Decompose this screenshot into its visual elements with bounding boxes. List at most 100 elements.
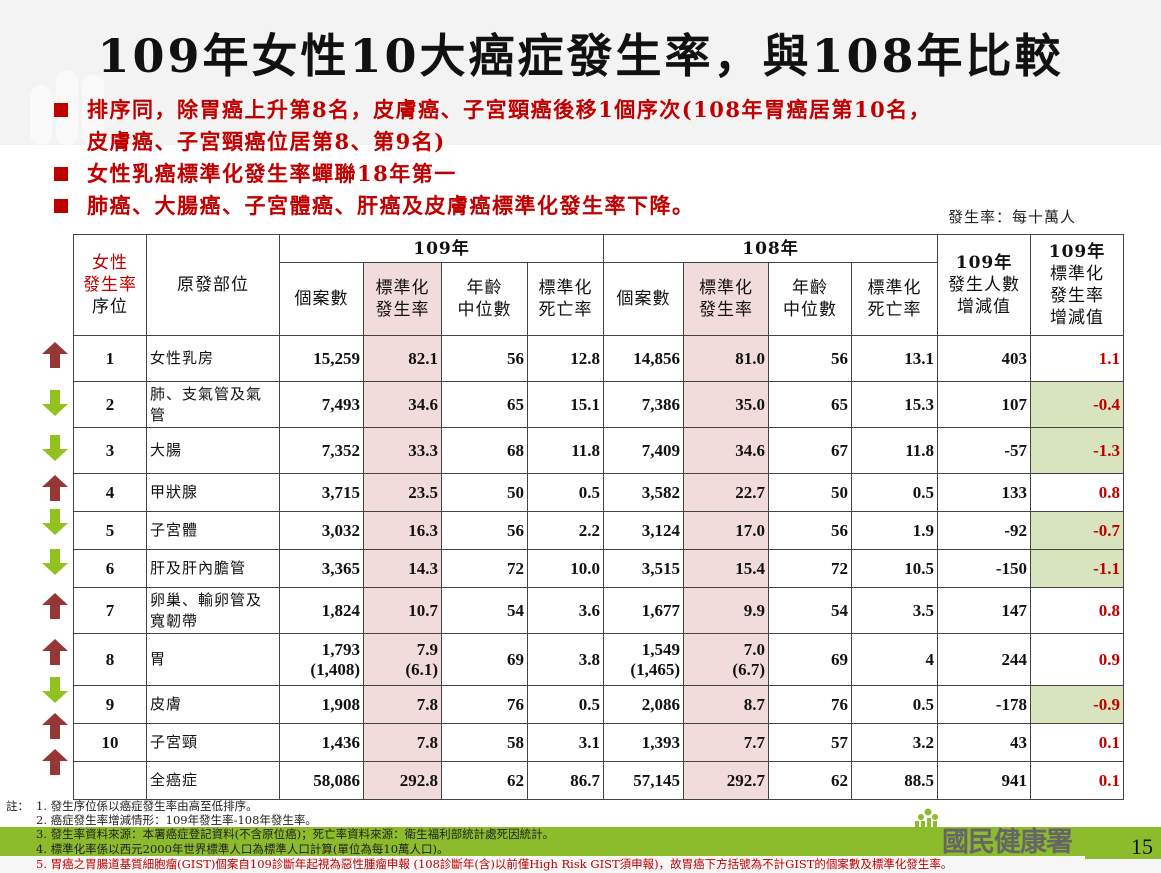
std-mortality-108-cell: 4	[851, 633, 938, 686]
cases-108-cell: 7,386	[603, 381, 684, 428]
std-mortality-108-cell: 15.3	[851, 381, 938, 428]
page-number: 15	[1131, 834, 1153, 859]
arrow-up-icon	[40, 638, 70, 666]
table-body: 1 女性乳房 15,259 82.1 56 12.8 14,856 81.0 56 13.1 403…	[73, 335, 1124, 800]
median-age-108-cell: 50	[768, 473, 852, 512]
cases-109-cell: 7,352	[279, 427, 364, 474]
table-row: 6 肝及肝內膽管 3,365 14.3 72 10.0 3,515 15.4 72 10.5 -15…	[73, 549, 1124, 588]
rank-cell: 4	[73, 473, 147, 512]
rank-cell: 5	[73, 511, 147, 550]
std-mortality-109-cell: 11.8	[527, 427, 604, 474]
bullet-text: 肺癌、大腸癌、子宮體癌、肝癌及皮膚癌標準化發生率下降。	[87, 193, 695, 218]
year-109-header: 109年	[279, 234, 604, 263]
arrow-down-icon	[40, 676, 70, 704]
std-incidence-109-cell: 23.5	[363, 473, 442, 512]
logo-text: 國民健康署	[942, 827, 1073, 858]
median-age-108-cell: 56	[768, 335, 852, 382]
std-incidence-109-cell: 7.9 (6.1)	[363, 633, 442, 686]
std-mortality-108-cell: 0.5	[851, 473, 938, 512]
table-row: 2 肺、支氣管及氣管 7,493 34.6 65 15.1 7,386 35.0 65 15.3 1…	[73, 381, 1124, 428]
cases-109-cell: 1,436	[279, 723, 364, 762]
table-row: 1 女性乳房 15,259 82.1 56 12.8 14,856 81.0 56 13.1 403…	[73, 335, 1124, 382]
median-age-109-cell: 62	[441, 761, 528, 800]
table-row: 全癌症 58,086 292.8 62 86.7 57,145 292.7 62 88.5 941…	[73, 761, 1124, 800]
cases-109-cell: 3,032	[279, 511, 364, 550]
std-incidence-108-cell: 17.0	[683, 511, 769, 550]
table-row: 5 子宮體 3,032 16.3 56 2.2 3,124 17.0 56 1.9 -92 -0.7	[73, 511, 1124, 550]
std-incidence-108-cell: 7.7	[683, 723, 769, 762]
arrow-up-icon	[40, 341, 70, 369]
case-diff-cell: 403	[937, 335, 1031, 382]
site-cell: 胃	[146, 633, 280, 686]
site-cell: 大腸	[146, 427, 280, 474]
rank-cell: 3	[73, 427, 147, 474]
std-mortality-108-cell: 11.8	[851, 427, 938, 474]
cases-108-header: 個案數	[603, 262, 684, 336]
rate-diff-cell: 1.1	[1030, 335, 1124, 382]
case-diff-cell: 147	[937, 587, 1031, 634]
arrow-down-icon	[40, 508, 70, 536]
rate-diff-cell: 0.9	[1030, 633, 1124, 686]
hpa-logo: 國民健康署	[912, 808, 1082, 858]
case-diff-cell: -178	[937, 685, 1031, 724]
rate-diff-cell: -0.9	[1030, 685, 1124, 724]
std-incidence-108-cell: 34.6	[683, 427, 769, 474]
median-age-109-cell: 76	[441, 685, 528, 724]
median-age-109-cell: 56	[441, 335, 528, 382]
median-age-109-cell: 50	[441, 473, 528, 512]
footer-green-band	[0, 827, 1161, 856]
rate-diff-cell: -1.1	[1030, 549, 1124, 588]
bullet-list: 排序同，除胃癌上升第8名，皮膚癌、子宮頸癌後移1個序次(108年胃癌居第10名，…	[52, 94, 1152, 222]
median-age-108-cell: 72	[768, 549, 852, 588]
rank-cell: 8	[73, 633, 147, 686]
cases-108-cell: 3,515	[603, 549, 684, 588]
case-diff-cell: 43	[937, 723, 1031, 762]
std-incidence-108-cell: 9.9	[683, 587, 769, 634]
cases-109-cell: 1,824	[279, 587, 364, 634]
median-age-109-cell: 58	[441, 723, 528, 762]
unit-note: 發生率：每十萬人	[948, 208, 1077, 226]
std-mortality-108-cell: 13.1	[851, 335, 938, 382]
cases-108-cell: 1,677	[603, 587, 684, 634]
median-age-108-header: 年齡 中位數	[768, 262, 852, 336]
cases-109-cell: 1,908	[279, 685, 364, 724]
table-row: 7 卵巢、輸卵管及寬韌帶 1,824 10.7 54 3.6 1,677 9.9 54 3.5 14…	[73, 587, 1124, 634]
case-diff-header: 109年 發生人數 增減值	[937, 234, 1031, 336]
std-incidence-109-cell: 34.6	[363, 381, 442, 428]
std-incidence-108-cell: 15.4	[683, 549, 769, 588]
case-diff-cell: 244	[937, 633, 1031, 686]
std-incidence-109-cell: 292.8	[363, 761, 442, 800]
case-diff-cell: 133	[937, 473, 1031, 512]
cases-108-cell: 1,549 (1,465)	[603, 633, 684, 686]
std-incidence-109-cell: 7.8	[363, 685, 442, 724]
std-mortality-109-cell: 2.2	[527, 511, 604, 550]
cases-108-cell: 2,086	[603, 685, 684, 724]
square-bullet-icon	[54, 103, 68, 117]
cases-109-cell: 3,715	[279, 473, 364, 512]
cases-109-cell: 15,259	[279, 335, 364, 382]
case-diff-cell: 107	[937, 381, 1031, 428]
bullet-item: 女性乳癌標準化發生率蟬聯18年第一	[52, 158, 1152, 190]
case-diff-cell: -57	[937, 427, 1031, 474]
median-age-108-cell: 69	[768, 633, 852, 686]
std-incidence-109-cell: 16.3	[363, 511, 442, 550]
rank-cell: 10	[73, 723, 147, 762]
site-cell: 肺、支氣管及氣管	[146, 381, 280, 428]
std-incidence-108-cell: 7.0 (6.7)	[683, 633, 769, 686]
std-mortality-108-header: 標準化 死亡率	[851, 262, 938, 336]
std-incidence-108-cell: 292.7	[683, 761, 769, 800]
std-incidence-108-cell: 8.7	[683, 685, 769, 724]
table-row: 9 皮膚 1,908 7.8 76 0.5 2,086 8.7 76 0.5 -178 -0.9	[73, 685, 1124, 724]
table-row: 10 子宮頸 1,436 7.8 58 3.1 1,393 7.7 57 3.2 43 0.1	[73, 723, 1124, 762]
std-mortality-109-cell: 10.0	[527, 549, 604, 588]
median-age-108-cell: 56	[768, 511, 852, 550]
hand-logo-icon	[913, 808, 941, 853]
std-mortality-108-cell: 3.2	[851, 723, 938, 762]
watermark-logo	[30, 45, 120, 145]
rank-cell: 9	[73, 685, 147, 724]
table-row: 3 大腸 7,352 33.3 68 11.8 7,409 34.6 67 11.8 -57 -1.3	[73, 427, 1124, 474]
median-age-108-cell: 67	[768, 427, 852, 474]
bullet-text: 排序同，除胃癌上升第8名，皮膚癌、子宮頸癌後移1個序次(108年胃癌居第10名，	[87, 97, 932, 122]
cases-109-cell: 3,365	[279, 549, 364, 588]
std-mortality-109-header: 標準化 死亡率	[527, 262, 604, 336]
